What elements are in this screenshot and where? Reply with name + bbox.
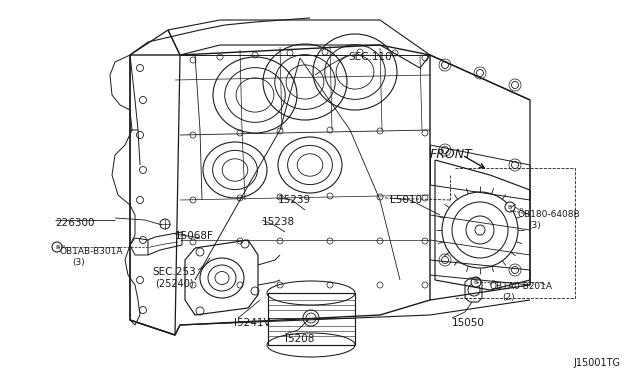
Text: (25240): (25240) bbox=[155, 278, 194, 288]
Text: 15050: 15050 bbox=[452, 318, 485, 328]
Text: 15068F: 15068F bbox=[175, 231, 214, 241]
Circle shape bbox=[471, 277, 481, 287]
Text: 226300: 226300 bbox=[55, 218, 95, 228]
Text: ÕB1A0-B201A: ÕB1A0-B201A bbox=[490, 282, 553, 291]
Text: ÕB1AB-B301A: ÕB1AB-B301A bbox=[60, 247, 124, 256]
Text: I5208: I5208 bbox=[285, 334, 314, 344]
Text: (3): (3) bbox=[528, 221, 541, 230]
Text: 15238: 15238 bbox=[262, 217, 295, 227]
Circle shape bbox=[505, 202, 515, 212]
Text: B: B bbox=[55, 244, 59, 250]
Text: 15239: 15239 bbox=[278, 195, 311, 205]
Text: FRONT: FRONT bbox=[430, 148, 473, 161]
Text: ÕB180-6408B: ÕB180-6408B bbox=[518, 210, 580, 219]
Circle shape bbox=[52, 242, 62, 252]
Text: I5241V: I5241V bbox=[234, 318, 271, 328]
Text: L5010: L5010 bbox=[390, 195, 422, 205]
Text: B: B bbox=[474, 279, 478, 285]
Text: SEC.110: SEC.110 bbox=[348, 52, 392, 62]
Text: (2): (2) bbox=[502, 293, 515, 302]
Text: SEC.253: SEC.253 bbox=[152, 267, 196, 277]
Text: (3): (3) bbox=[72, 258, 84, 267]
Text: B: B bbox=[508, 205, 512, 209]
Text: J15001TG: J15001TG bbox=[573, 358, 620, 368]
